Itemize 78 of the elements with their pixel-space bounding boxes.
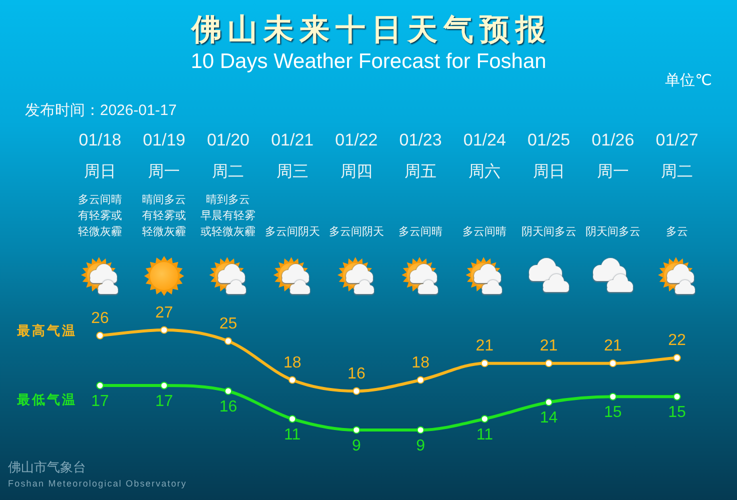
x-tick-label: 01/21 (271, 130, 314, 150)
text: 周日 (532, 163, 565, 180)
text: 周二 (661, 163, 693, 180)
series-label: 最高气温 (16, 323, 77, 338)
data-label: 27 (155, 304, 174, 322)
text: 周一 (148, 163, 180, 180)
point (609, 392, 617, 400)
x-tick-label: 01/18 (78, 130, 122, 150)
chart-title: 佛山未来十日天气预报 (190, 13, 552, 46)
point (673, 392, 681, 400)
x-tick-label: 01/23 (399, 130, 442, 150)
text: 多云间晴有轻雾或轻微灰霾 (78, 193, 122, 238)
text: Foshan Meteorological Observatory (8, 478, 187, 488)
data-label: 17 (155, 392, 174, 410)
text: 多云间晴 (398, 225, 443, 238)
text: 周三 (276, 163, 308, 180)
text: 周二 (212, 163, 244, 180)
text: 阴天间多云 (585, 226, 640, 238)
text: 周四 (340, 163, 372, 180)
text: 多云间阴天 (264, 226, 320, 238)
point (288, 415, 296, 423)
x-tick-label: 01/27 (656, 130, 698, 150)
text: 晴间多云有轻雾或轻微灰霾 (142, 193, 186, 238)
data-label: 11 (284, 426, 301, 444)
x-tick-label: 01/22 (335, 130, 378, 150)
data-label: 9 (352, 437, 361, 454)
chart-subtitle: 10 Days Weather Forecast for Foshan (190, 50, 546, 73)
x-tick-label: 01/24 (463, 130, 506, 150)
data-label: 18 (283, 354, 302, 372)
point (480, 415, 488, 423)
point (673, 354, 681, 362)
text: 晴到多云早晨有轻雾或轻微灰霾 (200, 193, 256, 238)
data-label: 21 (476, 338, 494, 355)
text: 周一 (596, 163, 629, 180)
point (96, 332, 104, 340)
data-label: 21 (540, 338, 558, 355)
data-label: 11 (476, 426, 494, 444)
text: 发布时间：2026-01-17 (25, 102, 177, 120)
data-label: 15 (604, 404, 622, 422)
data-label: 21 (604, 338, 622, 355)
text: 多云间晴 (462, 225, 507, 238)
data-label: 22 (668, 332, 686, 350)
point (480, 360, 488, 368)
point (352, 426, 360, 434)
data-label: 16 (219, 398, 238, 416)
data-label: 9 (416, 437, 426, 454)
point (544, 360, 553, 368)
point (609, 360, 617, 368)
point (160, 326, 168, 334)
point (416, 426, 424, 434)
point (160, 382, 168, 390)
data-label: 18 (412, 354, 430, 372)
text: 周六 (468, 162, 501, 180)
data-label: 15 (668, 404, 686, 422)
series-label: 最低气温 (16, 392, 77, 408)
text: 阴天间多云 (521, 226, 576, 238)
point (416, 376, 424, 384)
text: 周日 (84, 163, 116, 180)
x-tick-label: 01/26 (592, 130, 634, 150)
text: 多云 (666, 226, 688, 238)
data-label: 16 (348, 366, 366, 383)
point (352, 387, 360, 395)
point (544, 398, 553, 406)
data-label: 14 (540, 410, 558, 427)
point (96, 382, 104, 390)
x-tick-label: 01/20 (206, 130, 250, 150)
point (224, 337, 232, 345)
text: 周五 (404, 163, 437, 180)
text: 单位℃ (665, 72, 712, 90)
data-label: 26 (91, 310, 109, 327)
text: 多云间阴天 (328, 226, 384, 238)
data-label: 17 (91, 392, 109, 410)
point (288, 376, 296, 384)
point (224, 387, 232, 395)
text: 佛山市气象台 (8, 460, 86, 475)
x-tick-label: 01/25 (528, 130, 570, 150)
x-tick-label: 01/19 (142, 130, 186, 150)
data-label: 25 (219, 316, 238, 333)
